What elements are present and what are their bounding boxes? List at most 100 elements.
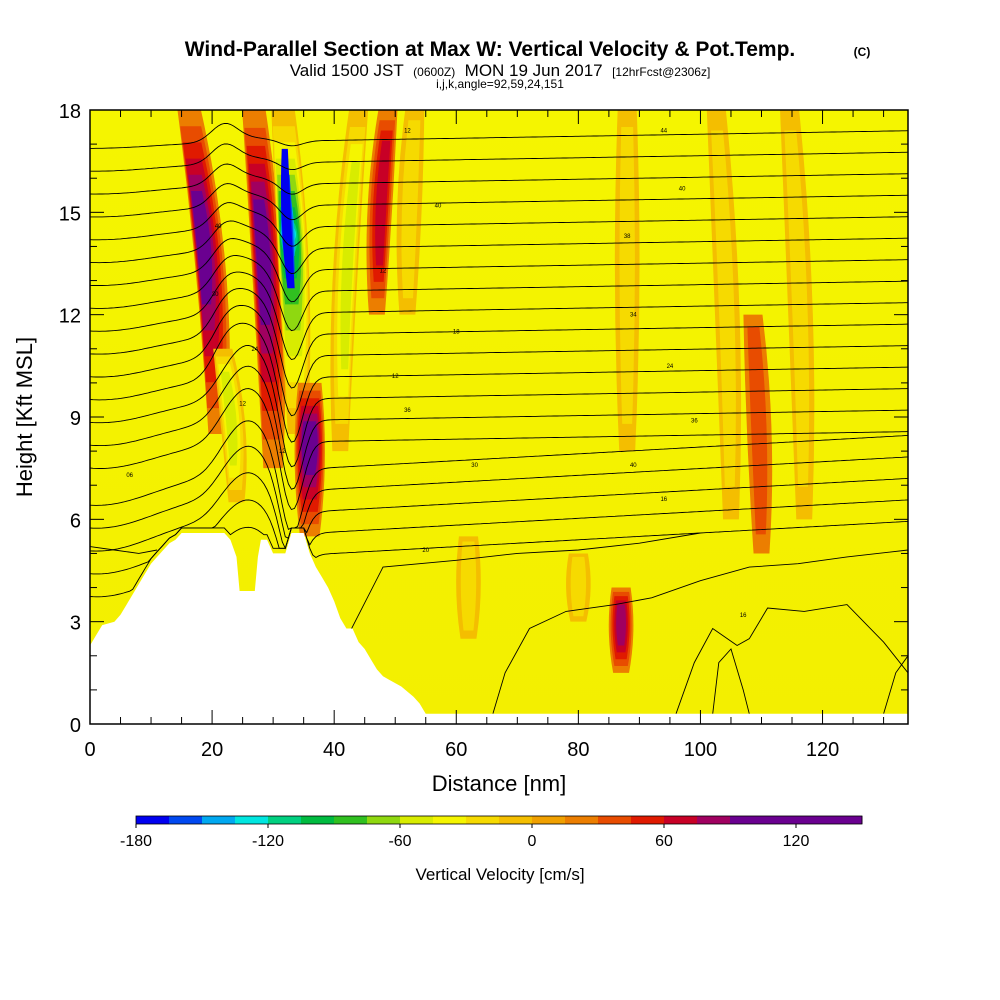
colorbar-swatch <box>499 816 533 824</box>
colorbar-swatch <box>301 816 335 824</box>
chart-subtitle: Valid 1500 JST (0600Z) MON 19 Jun 2017 [… <box>290 61 711 80</box>
contour-label-11: 36 <box>404 408 411 414</box>
w-feature-9 <box>566 553 591 622</box>
w-band <box>401 120 421 299</box>
w-band <box>304 436 315 451</box>
vertical-velocity-field <box>177 110 815 673</box>
contour-label-15: 40 <box>679 186 686 192</box>
colorbar-tick-label: -60 <box>388 833 411 850</box>
colorbar-swatch <box>202 816 236 824</box>
contour-label-16: 38 <box>624 234 631 240</box>
theta-contour <box>90 288 908 389</box>
w-band <box>570 556 587 617</box>
axis-ticks <box>89 109 908 725</box>
w-band <box>255 217 269 297</box>
y-tick-label: 0 <box>70 715 81 737</box>
theta-contour <box>675 604 908 714</box>
theta-contour <box>90 445 908 539</box>
colorbar-swatch <box>235 816 269 824</box>
w-feature-1 <box>213 348 247 503</box>
contour-label-1: 30 <box>212 292 219 298</box>
w-band <box>460 541 477 631</box>
contour-label-8: 12 <box>380 268 387 274</box>
theta-contour <box>90 143 908 172</box>
theta-contour <box>90 344 908 468</box>
contour-label-7: 40 <box>435 204 442 210</box>
y-tick-label: 3 <box>70 613 81 635</box>
colorbar-swatch <box>466 816 500 824</box>
grid-indices: i,j,k,angle=92,59,24,151 <box>436 77 564 91</box>
w-band <box>616 604 627 646</box>
y-tick-label: 18 <box>59 101 81 123</box>
x-axis-label: Distance [nm] <box>432 771 567 796</box>
theta-contour <box>90 163 908 195</box>
theta-contour <box>90 271 908 361</box>
theta-contour <box>90 304 908 417</box>
subtitle-forecast: [12hrFcst@2306z] <box>612 65 710 79</box>
contour-label-0: 40 <box>215 224 222 230</box>
colorbar-tick-label: 120 <box>783 833 810 850</box>
y-tick-label: 6 <box>70 510 81 532</box>
w-feature-8 <box>456 536 481 639</box>
colorbar-swatch <box>829 816 863 824</box>
w-feature-14 <box>780 110 815 520</box>
y-tick-label: 9 <box>70 408 81 430</box>
contour-label-22: 16 <box>740 613 747 619</box>
subtitle-valid: Valid 1500 JST <box>290 61 404 80</box>
colorbar-frame <box>135 815 863 825</box>
w-feature-10 <box>608 587 634 673</box>
terrain <box>90 533 908 724</box>
contour-label-2: 24 <box>251 347 258 353</box>
colorbar-tick-labels: -180 -120 -60 0 60 120 <box>120 824 809 850</box>
x-tick-label: 100 <box>684 739 717 761</box>
theta-contour <box>90 499 908 575</box>
theta-contour <box>492 549 908 714</box>
colorbar-swatch <box>796 816 830 824</box>
terrain-profile <box>90 533 908 724</box>
w-band <box>784 130 810 487</box>
w-feature-4 <box>294 382 325 537</box>
theta-contour <box>90 255 908 332</box>
contour-label-13: 20 <box>422 548 429 554</box>
w-band <box>375 140 391 266</box>
theta-contour <box>333 532 701 714</box>
theta-contour <box>712 648 750 714</box>
w-feature-7 <box>396 110 425 315</box>
contour-label-20: 40 <box>630 463 637 469</box>
theta-contour <box>90 388 908 511</box>
copyright-mark: (C) <box>854 45 871 59</box>
theta-contour <box>90 420 908 531</box>
w-feature-6 <box>366 110 398 315</box>
colorbar-tick-label: 60 <box>655 833 673 850</box>
contour-label-3: 12 <box>239 401 246 407</box>
x-tick-label: 60 <box>445 739 467 761</box>
colorbar-swatch <box>334 816 368 824</box>
theta-contour <box>90 183 908 221</box>
subtitle-utc: (0600Z) <box>413 65 455 79</box>
colorbar-swatch <box>400 816 434 824</box>
colorbar-tick-label: 0 <box>528 833 537 850</box>
colorbar-swatch <box>169 816 203 824</box>
colorbar-swatch <box>763 816 797 824</box>
theta-contour <box>90 202 908 247</box>
w-feature-0 <box>177 110 231 435</box>
colorbar-swatch <box>598 816 632 824</box>
contour-label-18: 24 <box>667 364 674 370</box>
y-tick-label: 15 <box>59 203 81 225</box>
theta-contour <box>90 520 908 598</box>
theta-contour <box>90 365 908 490</box>
colorbar-swatch <box>136 816 170 824</box>
contour-label-6: 12 <box>404 128 411 134</box>
x-tick-label: 40 <box>323 739 345 761</box>
contour-labels: 40 30 24 12 12 06 12 40 12 18 12 36 30 20 44 40 38 34 24 36… <box>126 128 747 618</box>
colorbar-label: Vertical Velocity [cm/s] <box>415 865 584 884</box>
colorbar <box>135 815 863 825</box>
x-tick-label: 20 <box>201 739 223 761</box>
colorbar-swatch <box>565 816 599 824</box>
x-tick-label: 0 <box>84 739 95 761</box>
theta-contour <box>883 655 908 714</box>
y-tick-label: 12 <box>59 306 81 328</box>
x-tick-label: 120 <box>806 739 839 761</box>
contour-label-9: 18 <box>453 330 460 336</box>
w-band <box>193 207 209 279</box>
